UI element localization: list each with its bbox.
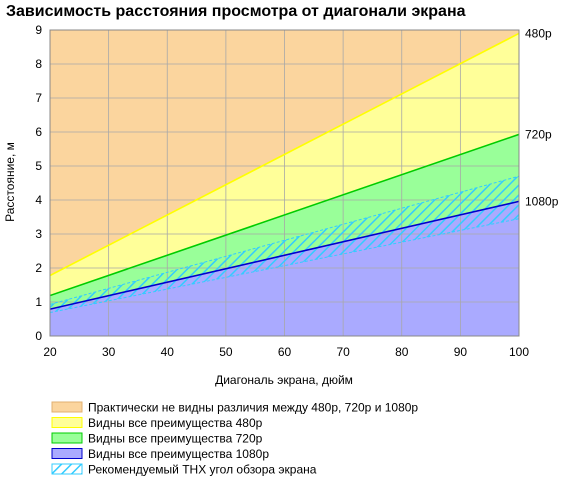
y-tick-label: 9 — [35, 23, 42, 37]
x-axis-label: Диагональ экрана, дюйм — [215, 373, 353, 387]
legend-item-720p: Видны все преимущества 720p — [51, 432, 263, 446]
thx-band — [50, 176, 519, 313]
legend-label: Практически не видны различия между 480p… — [88, 401, 418, 415]
legend-label: Видны все преимущества 720p — [88, 432, 263, 446]
x-tick-label: 20 — [43, 345, 57, 359]
y-tick-label: 2 — [35, 261, 42, 275]
x-tick-label: 70 — [336, 345, 350, 359]
y-axis: 0 1 2 3 4 5 6 7 8 9 — [35, 23, 42, 343]
x-tick-label: 40 — [161, 345, 175, 359]
plot-area — [50, 30, 519, 336]
y-tick-label: 8 — [35, 57, 42, 71]
legend-label: Рекомендуемый THX угол обзора экрана — [88, 463, 317, 477]
legend-item-thx: Рекомендуемый THX угол обзора экрана — [51, 463, 317, 477]
legend: Практически не видны различия между 480p… — [51, 401, 418, 477]
series-line-480p — [50, 32, 519, 277]
legend-swatch — [51, 401, 83, 413]
plot-frame — [49, 29, 520, 337]
legend-swatch — [51, 448, 83, 459]
x-tick-label: 80 — [395, 345, 409, 359]
series-labels: 480p 720p 1080p — [525, 26, 559, 208]
y-tick-label: 3 — [35, 227, 42, 241]
series-label-720p: 720p — [525, 127, 552, 141]
series-label-1080p: 1080p — [525, 194, 559, 208]
chart-title: Зависимость расстояния просмотра от диаг… — [6, 3, 466, 20]
x-tick-label: 90 — [454, 345, 468, 359]
legend-label: Видны все преимущества 480p — [88, 416, 263, 430]
y-tick-label: 4 — [35, 193, 42, 207]
series-label-480p: 480p — [525, 26, 552, 40]
legend-item-1080p: Видны все преимущества 1080p — [51, 447, 269, 461]
legend-item-480p: Видны все преимущества 480p — [51, 416, 263, 430]
legend-swatch — [51, 417, 83, 428]
legend-swatch — [51, 432, 83, 444]
legend-swatch — [51, 463, 83, 475]
y-tick-label: 0 — [35, 329, 42, 343]
x-tick-label: 100 — [509, 345, 529, 359]
y-tick-label: 6 — [35, 125, 42, 139]
series-line-1080p — [50, 200, 519, 310]
series-line-720p — [50, 133, 519, 297]
x-tick-label: 60 — [278, 345, 292, 359]
y-tick-label: 7 — [35, 91, 42, 105]
legend-item-no_difference: Практически не видны различия между 480p… — [51, 401, 418, 415]
x-tick-label: 30 — [102, 345, 116, 359]
x-tick-label: 50 — [219, 345, 233, 359]
y-tick-label: 1 — [35, 295, 42, 309]
legend-label: Видны все преимущества 1080p — [88, 447, 269, 461]
x-axis: 20 30 40 50 60 70 80 90 100 — [43, 345, 529, 359]
y-axis-label: Расстояние, м — [3, 142, 17, 222]
y-tick-label: 5 — [35, 159, 42, 173]
thx-band-upper-edge — [50, 175, 519, 305]
